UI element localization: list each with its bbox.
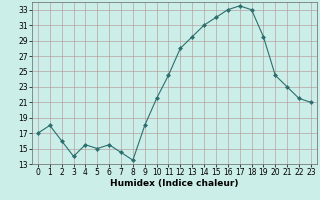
X-axis label: Humidex (Indice chaleur): Humidex (Indice chaleur) [110,179,239,188]
